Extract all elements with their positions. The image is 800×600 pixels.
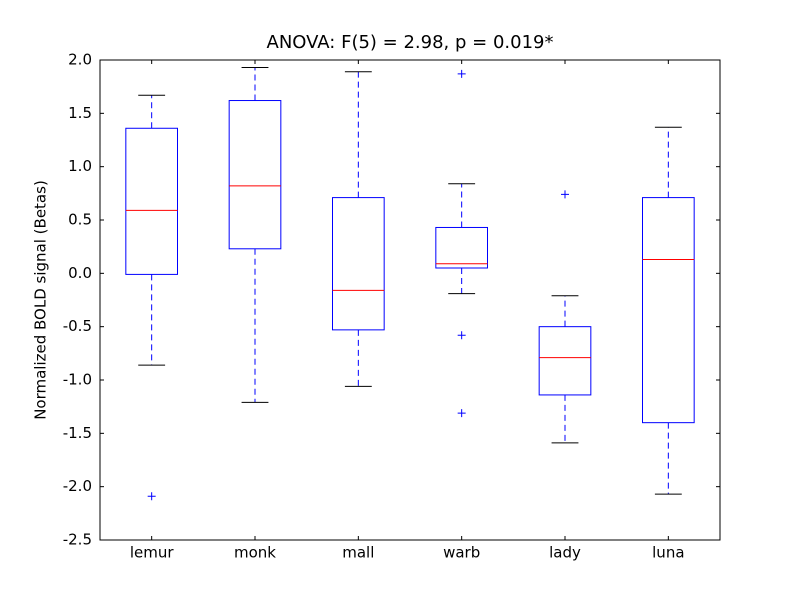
box xyxy=(435,226,489,269)
x-tick-label: luna xyxy=(652,544,684,562)
y-tick-label: -1.5 xyxy=(63,424,92,442)
x-tick-label: monk xyxy=(234,544,276,562)
x-tick-label: lemur xyxy=(130,544,175,562)
x-tick-label: warb xyxy=(443,544,480,562)
box xyxy=(125,127,179,275)
box xyxy=(228,100,282,250)
y-tick-label: -2.0 xyxy=(63,477,92,495)
y-tick-label: 0.0 xyxy=(68,264,92,282)
box xyxy=(642,197,695,424)
y-tick-label: -0.5 xyxy=(63,317,92,335)
y-tick-label: 2.0 xyxy=(68,51,92,69)
y-tick-label: -2.5 xyxy=(63,531,92,549)
y-tick-label: 1.5 xyxy=(68,104,92,122)
box xyxy=(538,326,592,396)
y-tick-label: -1.0 xyxy=(63,371,92,389)
plot-frame xyxy=(99,59,721,541)
x-tick-label: mall xyxy=(342,544,374,562)
y-tick-label: 0.5 xyxy=(68,211,92,229)
outlier xyxy=(147,492,156,501)
y-axis-label: Normalized BOLD signal (Betas) xyxy=(32,180,50,420)
outlier xyxy=(457,69,466,78)
outlier xyxy=(457,409,466,418)
box xyxy=(332,197,385,331)
chart-title: ANOVA: F(5) = 2.98, p = 0.019* xyxy=(267,32,554,53)
outlier xyxy=(561,190,569,199)
x-tick-label: lady xyxy=(549,544,581,562)
y-tick-label: 1.0 xyxy=(68,157,92,175)
outlier xyxy=(457,331,466,340)
